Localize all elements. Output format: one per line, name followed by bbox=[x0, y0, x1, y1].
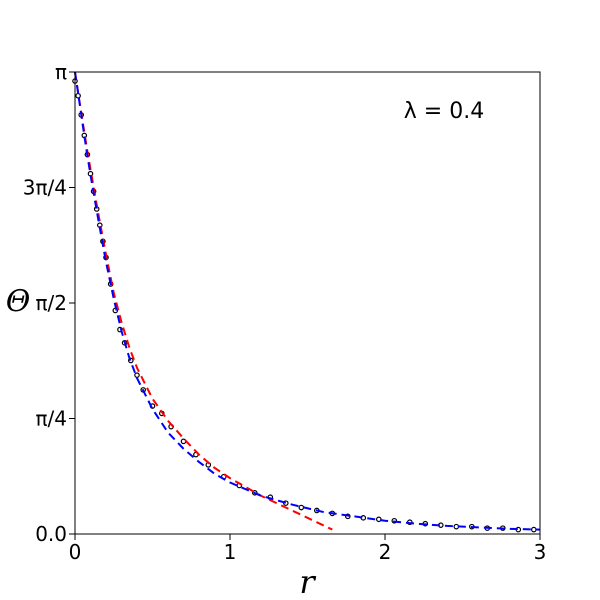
series-layer bbox=[72, 72, 541, 533]
x-tick-label: 0 bbox=[69, 540, 82, 564]
x-axis-label: r bbox=[299, 563, 316, 600]
data-point-marker bbox=[128, 357, 134, 364]
y-tick-label: π/2 bbox=[35, 291, 67, 315]
x-tick-label: 2 bbox=[379, 540, 392, 564]
data-point-marker bbox=[391, 517, 398, 524]
data-point-marker bbox=[344, 513, 351, 520]
x-tick-label: 1 bbox=[224, 540, 237, 564]
lambda-annotation: λ = 0.4 bbox=[404, 99, 484, 124]
y-axis-label: Θ bbox=[6, 284, 31, 319]
plot-background bbox=[75, 72, 540, 534]
blue-dashed-curve bbox=[74, 72, 541, 531]
y-tick-label: 3π/4 bbox=[23, 175, 67, 199]
data-point-marker bbox=[134, 372, 140, 378]
x-tick-label: 3 bbox=[534, 540, 547, 564]
y-tick-label: 0.0 bbox=[35, 522, 67, 546]
y-tick-label: π bbox=[55, 60, 67, 84]
data-point-marker bbox=[75, 92, 81, 99]
y-tick-label: π/4 bbox=[35, 406, 67, 430]
y-axis: 0.0 π/4 π/2 3π/4 π bbox=[23, 60, 75, 546]
x-axis: 0 1 2 3 bbox=[69, 534, 547, 564]
data-point-marker bbox=[252, 490, 258, 496]
